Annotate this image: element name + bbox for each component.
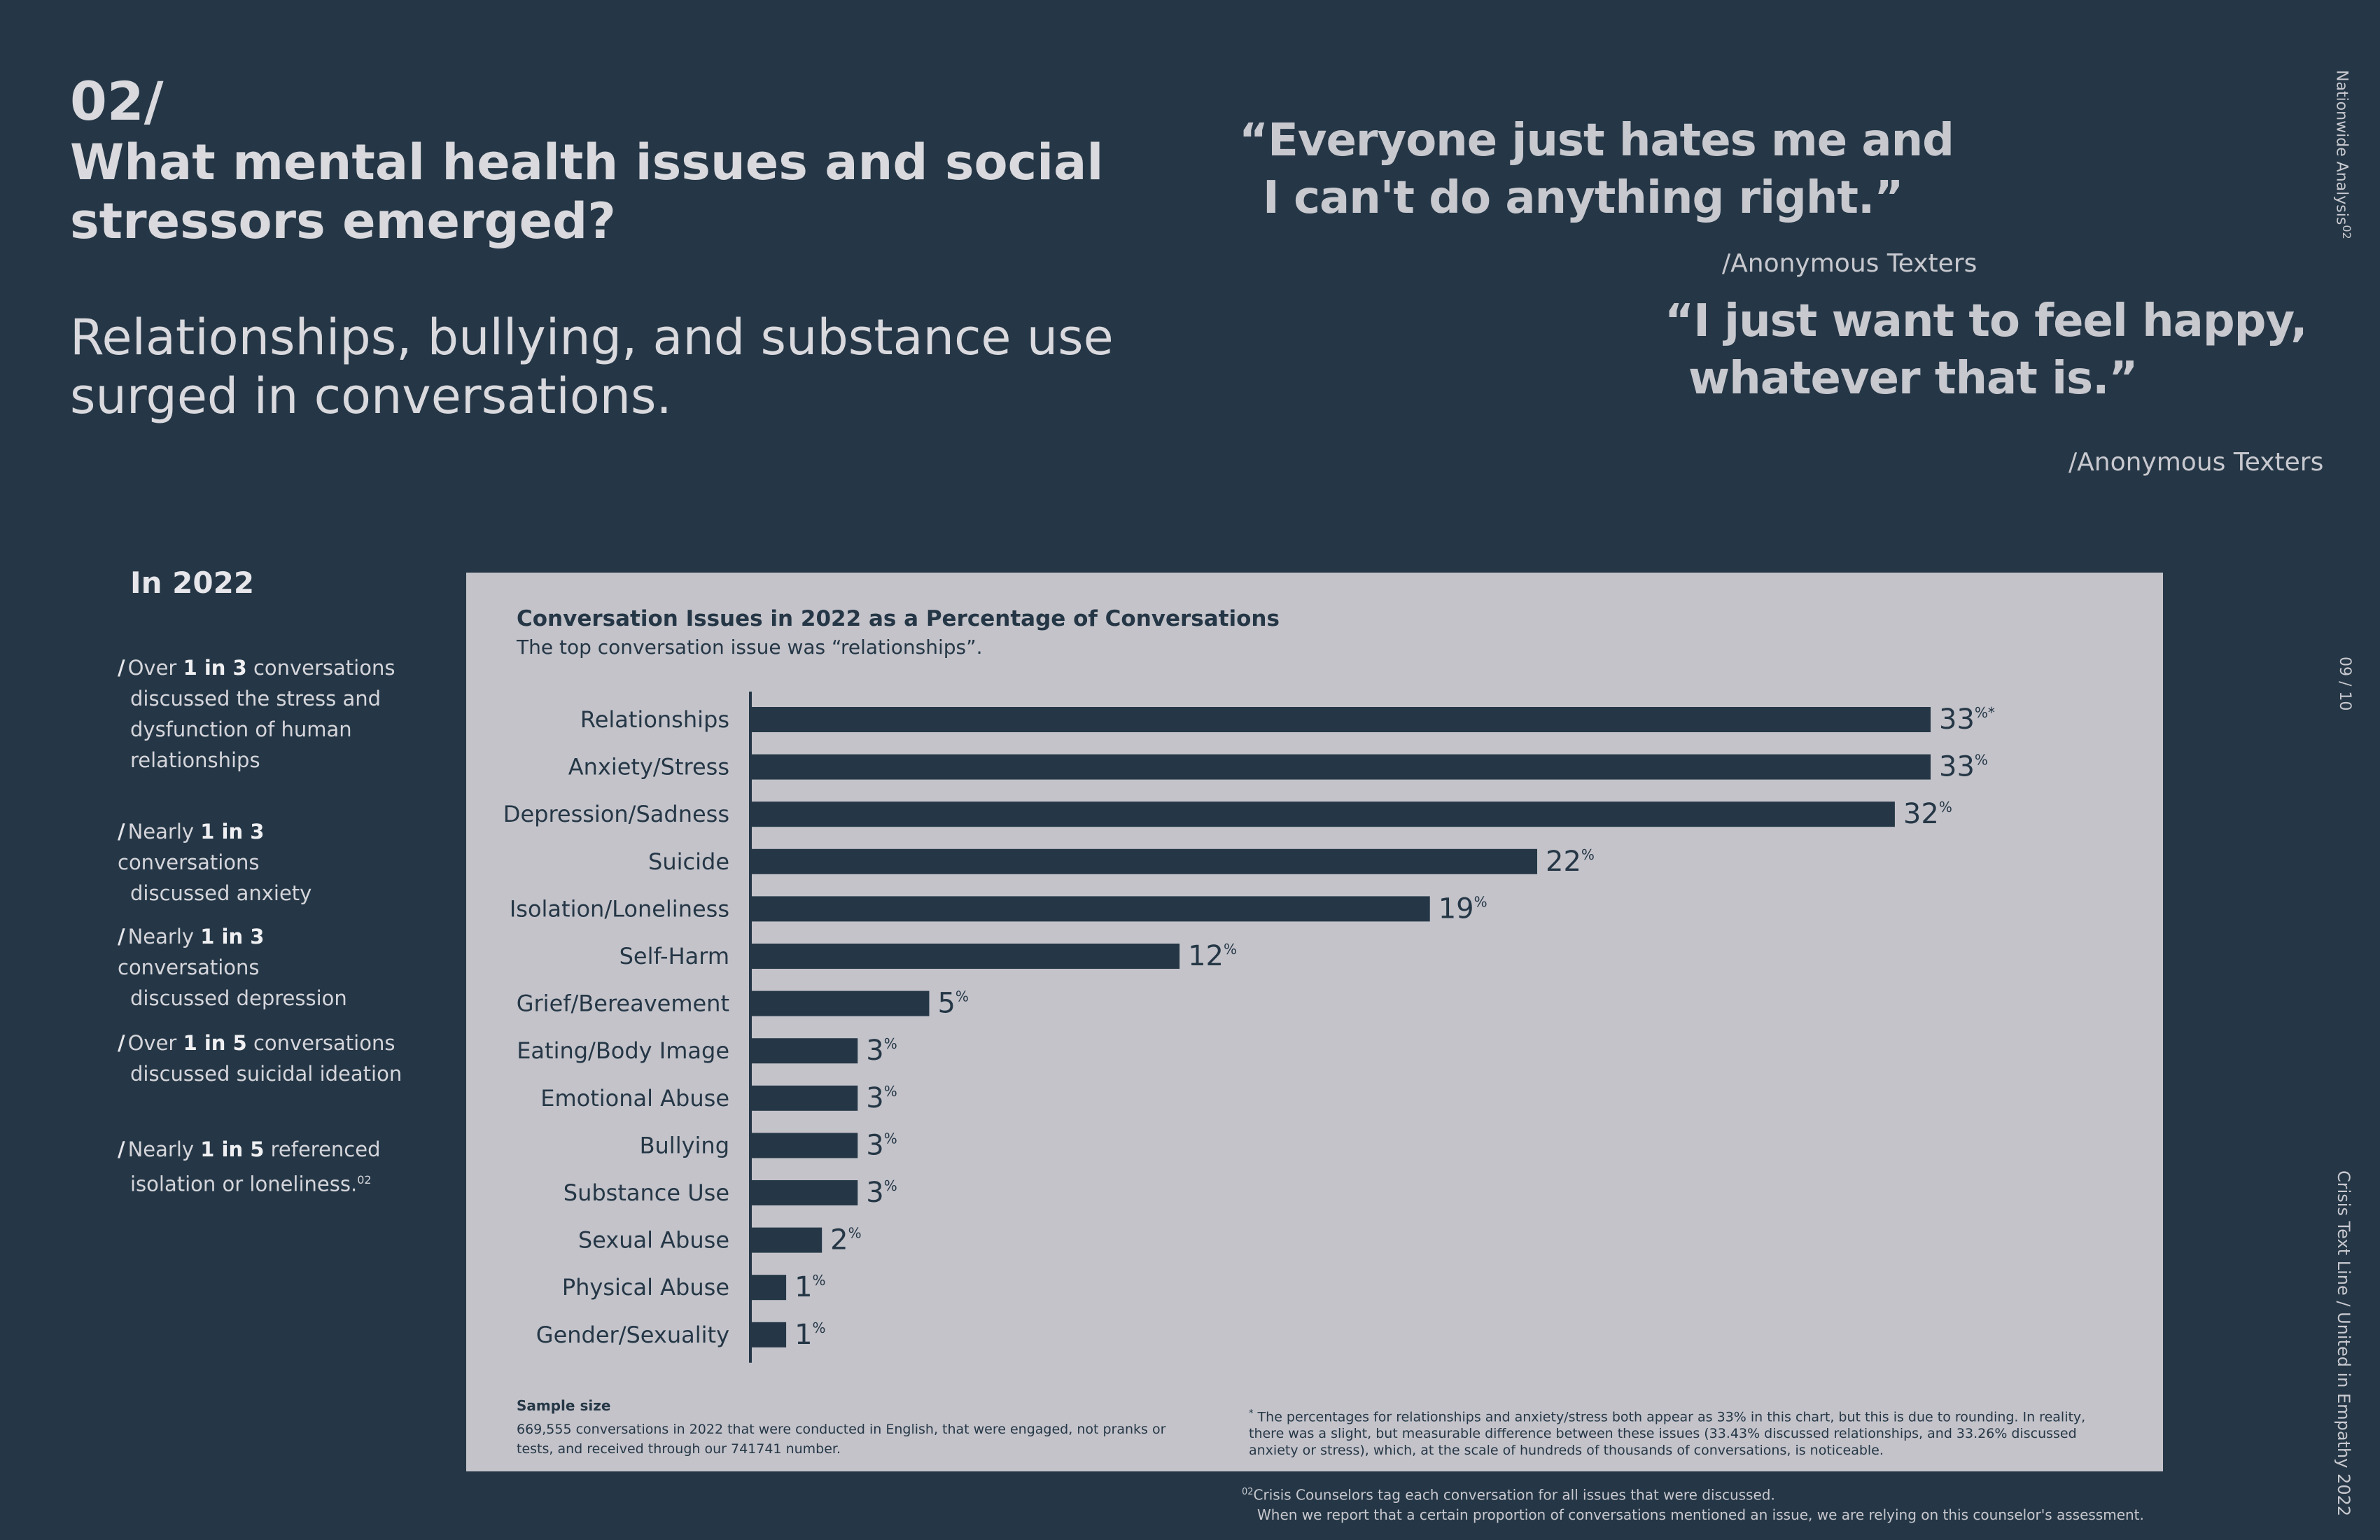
- category-label: Physical Abuse: [562, 1274, 729, 1301]
- value-label: 32%: [1903, 798, 1952, 830]
- section-number: 02/: [70, 70, 164, 132]
- value-label: 12%: [1188, 940, 1237, 972]
- stat-item: / Nearly 1 in 3 conversations discussed a…: [118, 820, 312, 905]
- value-label: 3%: [866, 1082, 897, 1114]
- category-label: Bullying: [640, 1132, 729, 1158]
- quote-2-attribution: /Anonymous Texters: [2068, 448, 2324, 477]
- stats-heading: In 2022: [130, 566, 255, 600]
- category-label: Suicide: [648, 848, 729, 875]
- category-label: Substance Use: [564, 1180, 729, 1206]
- stat-item: / Nearly 1 in 3 conversations discussed d…: [118, 925, 347, 1010]
- quote-1-attribution: /Anonymous Texters: [1722, 249, 1977, 278]
- category-label: Sexual Abuse: [578, 1227, 729, 1254]
- category-label: Self-Harm: [620, 943, 729, 969]
- category-label: Isolation/Loneliness: [510, 895, 729, 922]
- quote-1-line-2: I can't do anything right.”: [1263, 172, 1903, 224]
- counselor-footnote: 02Crisis Counselors tag each conversatio…: [1242, 1486, 2144, 1523]
- value-label: 22%: [1546, 846, 1595, 878]
- quote-2: “I just want to feel happy, whatever tha…: [1665, 293, 2337, 407]
- bar: [750, 896, 1430, 922]
- category-label: Depression/Sadness: [503, 801, 729, 827]
- stat-item: / Nearly 1 in 5 referenced isolation or l…: [118, 1138, 381, 1196]
- stat-item: / Over 1 in 3 conversations discussed the…: [118, 656, 396, 772]
- quote-2-line-1: “I just want to feel happy,: [1665, 295, 2308, 347]
- chart-panel: Relationships 33%* Anxiety/Stress 33% Depres…: [466, 573, 2163, 1471]
- quote-1-line-1: “Everyone just hates me and: [1239, 115, 1954, 167]
- value-label: 1%: [794, 1271, 825, 1303]
- quote-1: “Everyone just hates me and I can't do a…: [1239, 112, 2079, 227]
- chart-title: Conversation Issues in 2022 as a Percent…: [517, 606, 1280, 631]
- page-title: What mental health issues and social str…: [70, 134, 1104, 250]
- sidebar-org-label: Crisis Text Line / United in Empathy 202…: [2334, 1170, 2353, 1517]
- bar: [750, 1180, 858, 1205]
- value-label: 2%: [830, 1224, 861, 1256]
- category-label: Eating/Body Image: [517, 1037, 729, 1064]
- bar-chart: Relationships 33%* Anxiety/Stress 33% Depres…: [503, 692, 1995, 1363]
- quote-2-line-2: whatever that is.”: [1688, 353, 2138, 405]
- category-label: Relationships: [580, 706, 729, 733]
- bar: [750, 707, 1931, 732]
- value-label: 1%: [794, 1319, 825, 1351]
- bar: [750, 1322, 787, 1348]
- bar: [750, 1133, 858, 1158]
- bar: [750, 754, 1931, 780]
- value-label: 33%*: [1939, 704, 1995, 736]
- sidebar-section-label: Nationwide Analysis02: [2332, 70, 2353, 239]
- category-label: Anxiety/Stress: [568, 754, 729, 780]
- sample-size-text: 669,555 conversations in 2022 that were …: [517, 1422, 1166, 1457]
- bar: [750, 944, 1180, 969]
- rounding-footnote: * The percentages for relationships and …: [1249, 1408, 2086, 1459]
- bar: [750, 1038, 858, 1064]
- value-label: 33%: [1939, 751, 1988, 783]
- stat-item: / Over 1 in 5 conversations discussed sui…: [118, 1031, 402, 1086]
- category-label: Emotional Abuse: [540, 1085, 729, 1112]
- page-subtitle: Relationships, bullying, and substance u…: [70, 309, 1114, 425]
- bar: [750, 848, 1537, 874]
- bar: [750, 1227, 822, 1253]
- bar: [750, 802, 1895, 827]
- chart-subtitle: The top conversation issue was “relation…: [517, 636, 983, 659]
- value-label: 19%: [1438, 892, 1488, 925]
- value-label: 3%: [866, 1035, 897, 1067]
- value-label: 3%: [866, 1129, 897, 1161]
- page-number: 09 / 10: [2336, 657, 2353, 711]
- bar: [750, 1085, 858, 1111]
- bar: [750, 1275, 787, 1301]
- bar: [750, 990, 930, 1016]
- category-label: Grief/Bereavement: [517, 990, 729, 1017]
- value-label: 5%: [937, 988, 968, 1020]
- category-label: Gender/Sexuality: [536, 1322, 729, 1348]
- value-label: 3%: [866, 1177, 897, 1209]
- sample-size-label: Sample size: [517, 1397, 611, 1414]
